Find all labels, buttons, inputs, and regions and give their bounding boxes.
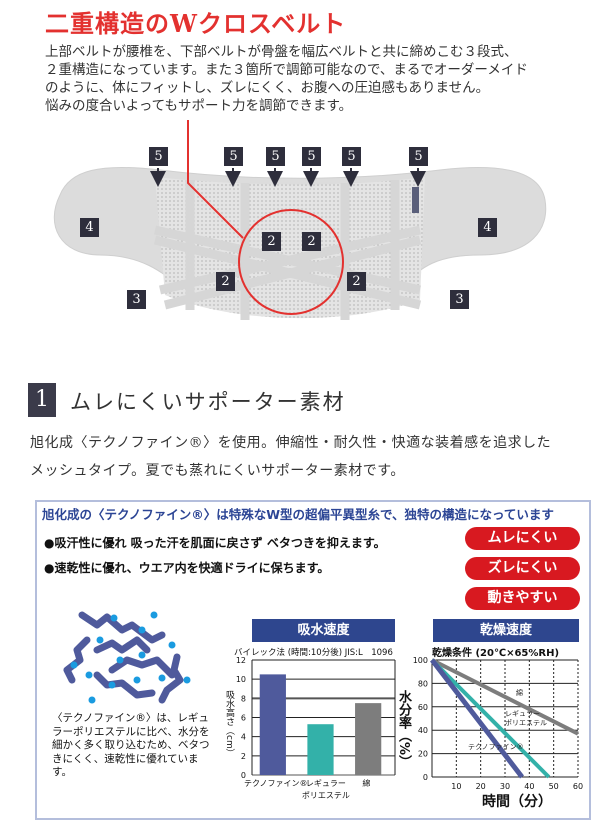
series-line: [431, 658, 579, 736]
cross-straps: [153, 180, 422, 320]
label-2: 2: [347, 272, 366, 291]
label-5: 5: [224, 147, 243, 166]
line-chart-title: 乾燥速度: [433, 619, 579, 642]
line-chart-xlabel: 時間（分）: [482, 794, 552, 810]
bar-category-label: テクノファイン®: [244, 779, 308, 788]
label-3: 3: [127, 290, 146, 309]
brand-tag: [412, 187, 419, 213]
line-xtick: 50: [549, 782, 559, 791]
line-ytick: 80: [418, 679, 428, 688]
label-5: 5: [342, 147, 361, 166]
label-5: 5: [266, 147, 285, 166]
label-2: 2: [216, 272, 235, 291]
description-line: ２重構造になっています。また３箇所で調節可能なので、まるでオーダーメイド: [45, 62, 528, 78]
line-xtick: 10: [451, 782, 461, 791]
line-xtick: 20: [476, 782, 486, 791]
label-4: 4: [478, 218, 497, 237]
bar-chart-title: 吸水速度: [252, 619, 395, 642]
line-xtick: 30: [500, 782, 510, 791]
section-body-line: メッシュタイプ。夏でも蒸れにくいサポーター素材です。: [30, 463, 405, 479]
section-title: ムレにくいサポーター素材: [70, 390, 346, 414]
label-2: 2: [302, 232, 321, 251]
description-line: のように、体にフィットし、ズレにくく、お腹への圧迫感もありません。: [45, 80, 490, 96]
line-xtick: 40: [524, 782, 534, 791]
series-label: ポリエステル: [505, 719, 547, 727]
label-3: 3: [450, 290, 469, 309]
series-line: [430, 658, 551, 779]
description-line: 悩みの度合いよってもサポート力を調節できます。: [45, 98, 353, 114]
bar-ytick: 8: [241, 694, 246, 703]
bar-ytick: 4: [241, 733, 246, 742]
bar-category-label: ポリエステル: [302, 791, 350, 800]
bar-category-label: 綿: [362, 778, 370, 788]
label-5: 5: [149, 147, 168, 166]
bar-ytick: 6: [241, 714, 246, 723]
label-4: 4: [80, 218, 99, 237]
fiber-illustration: [63, 611, 191, 704]
arrows: [150, 168, 426, 187]
line-ytick: 60: [418, 703, 428, 712]
bar-ytick: 2: [241, 752, 246, 761]
series-label: 綿: [516, 688, 523, 697]
bar-ytick: 10: [236, 675, 246, 684]
line-chart-ylabel: 水分率（%）: [396, 690, 411, 769]
bar: [307, 724, 334, 775]
line-chart-subtitle: 乾燥条件 (20℃×65%RH): [432, 648, 560, 659]
highlight-circle: [238, 209, 344, 315]
feature-box-title: 旭化成の〈テクノファイン®〉は特殊なW型の超偏平異型糸で、独特の構造になっていま…: [42, 507, 554, 522]
badge-easy-movement: 動きやすい: [465, 587, 580, 610]
bar-chart-subtitle: バイレック法 (時間:10分後) JIS:L 1096: [234, 648, 393, 658]
label-5: 5: [302, 147, 321, 166]
series-label: レギュラー: [505, 710, 540, 718]
line-ytick: 100: [413, 656, 428, 665]
section-number: 1: [28, 383, 56, 417]
badge-breathable: ムレにくい: [465, 527, 580, 550]
bar-ytick: 12: [236, 656, 246, 665]
label-5: 5: [409, 147, 428, 166]
section-body-line: 旭化成〈テクノファイン®〉を使用。伸縮性・耐久性・快適な装着感を追求した: [30, 435, 552, 451]
bar-chart-ylabel: 吸水高さ（cm）: [224, 690, 234, 758]
line-ytick: 0: [423, 773, 428, 782]
bar-category-label: レギュラー: [306, 779, 346, 788]
bar: [355, 703, 382, 775]
callout-line: [187, 120, 244, 239]
page-title: 二重構造のWクロスベルト: [45, 9, 347, 38]
line-xtick: 60: [573, 782, 583, 791]
badge-no-slip: ズレにくい: [465, 557, 580, 580]
line-ytick: 20: [418, 750, 428, 759]
line-ytick: 40: [418, 726, 428, 735]
bar-ytick: 0: [241, 771, 246, 780]
fiber-caption: 〈テクノファイン®〉は、レギュラーポリエステルに比べ、水分を細かく多く取り込むた…: [52, 712, 210, 778]
label-2: 2: [262, 232, 281, 251]
series-label: テクノファイン®: [468, 743, 524, 751]
bar: [259, 674, 286, 775]
description-line: 上部ベルトが腰椎を、下部ベルトが骨盤を幅広ベルトと共に締めこむ３段式、: [45, 44, 518, 60]
bullet-absorb: ●吸汗性に優れ 吸った汗を肌面に戻さず ベタつきを抑えます。: [44, 536, 386, 550]
bullet-quickdry: ●速乾性に優れ、ウエア内を快適ドライに保ちます。: [44, 561, 330, 575]
series-line: [430, 658, 525, 779]
feature-box: [35, 500, 591, 820]
